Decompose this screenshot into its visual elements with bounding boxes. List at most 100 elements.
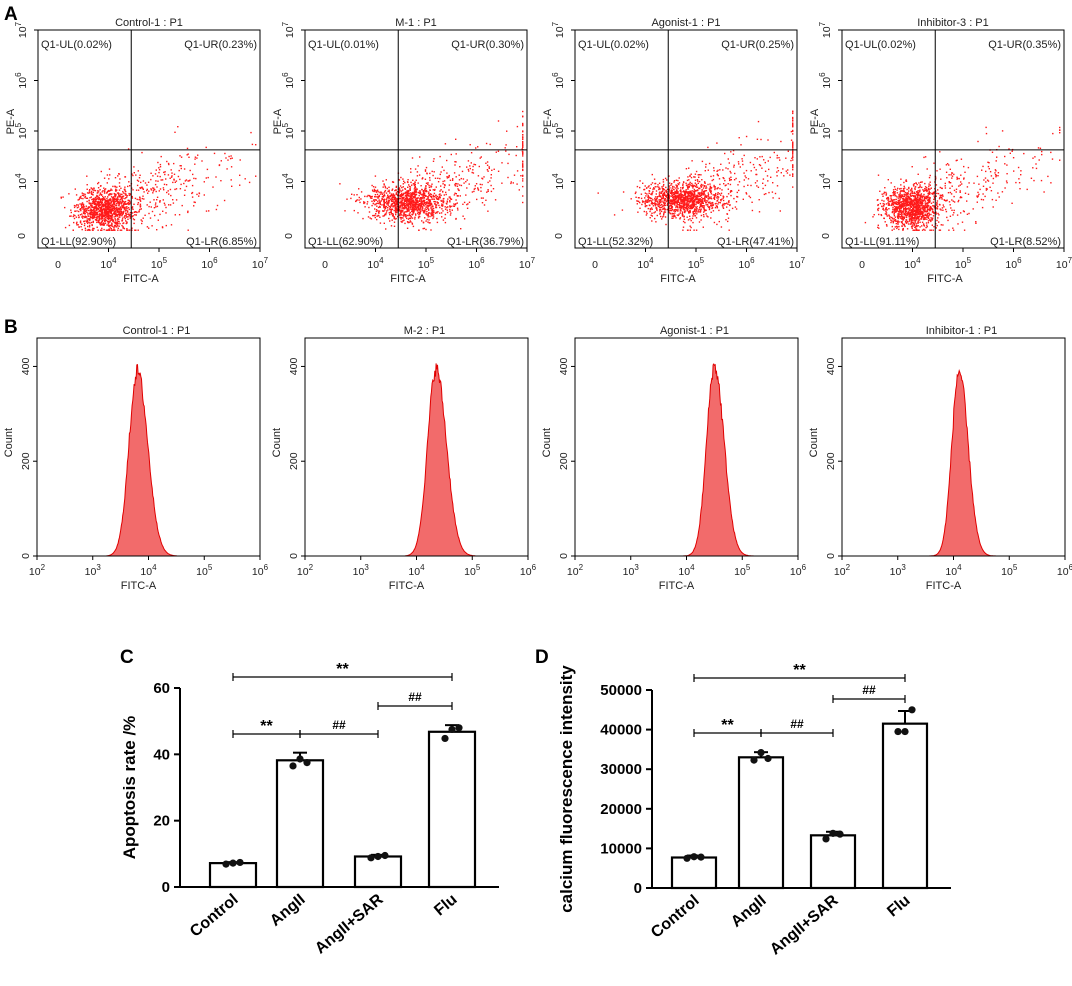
scatter-point (792, 155, 794, 157)
scatter-point (717, 169, 719, 172)
scatter-point (128, 202, 130, 204)
scatter-point (647, 196, 649, 198)
scatter-point (951, 177, 953, 179)
scatter-point (137, 229, 139, 231)
scatter-point (86, 184, 88, 186)
scatter-point (778, 197, 780, 200)
scatter-point (470, 152, 473, 154)
scatter-point (981, 169, 983, 171)
scatter-point (224, 152, 226, 155)
scatter-point (408, 221, 410, 224)
scatter-point (477, 187, 479, 189)
scatter-point (698, 200, 700, 202)
scatter-point (687, 191, 690, 193)
scatter-point (674, 215, 676, 217)
scatter-point (674, 192, 676, 194)
scatter-point (941, 196, 943, 199)
scatter-point (792, 116, 794, 119)
scatter-point (678, 195, 680, 197)
scatter-point (378, 211, 380, 214)
scatter-point (454, 184, 456, 186)
scatter-point (133, 203, 135, 205)
scatter-point (396, 205, 399, 208)
scatter-point (452, 178, 454, 180)
scatter-point (721, 189, 723, 191)
scatter-point (749, 196, 752, 199)
scatter-point (142, 187, 144, 190)
scatter-point (150, 188, 152, 190)
scatter-point (420, 203, 422, 205)
scatter-point (726, 202, 728, 204)
scatter-point (105, 203, 107, 205)
scatter-point (636, 200, 638, 202)
scatter-point (659, 212, 661, 214)
scatter-point (138, 198, 140, 201)
scatter-point (708, 196, 710, 198)
scatter-point (924, 200, 927, 202)
scatter-point (122, 227, 124, 229)
scatter-point (139, 205, 141, 207)
scatter-point (705, 209, 707, 211)
scatter-point (485, 162, 487, 164)
scatter-point (699, 204, 702, 206)
scatter-point (406, 217, 408, 220)
scatter-point (93, 227, 95, 230)
scatter-point (113, 228, 115, 230)
scatter-point (638, 197, 640, 199)
scatter-point (93, 208, 95, 210)
scatter-point (164, 171, 166, 173)
scatter-point (693, 176, 695, 178)
scatter-point (167, 174, 170, 176)
scatter-point (80, 205, 83, 207)
scatter-point (339, 183, 341, 185)
scatter-point (416, 199, 418, 201)
scatter-point (121, 200, 123, 203)
scatter-point (405, 203, 407, 205)
scatter-point (908, 220, 911, 222)
scatter-point (81, 206, 83, 208)
scatter-point (649, 197, 652, 200)
scatter-point (92, 200, 95, 202)
scatter-point (717, 193, 719, 195)
scatter-point (457, 188, 459, 190)
scatter-point (702, 206, 704, 209)
scatter-point (763, 159, 765, 161)
scatter-point (110, 211, 113, 213)
scatter-point (716, 195, 718, 198)
scatter-point (413, 184, 416, 186)
scatter-point (518, 189, 520, 191)
scatter-point (669, 209, 671, 212)
scatter-point (671, 189, 673, 191)
scatter-point (400, 220, 402, 223)
scatter-point (687, 208, 689, 211)
scatter-point (187, 229, 189, 231)
scatter-point (889, 217, 891, 220)
scatter-point (656, 198, 658, 200)
scatter-point (903, 193, 905, 196)
scatter-point (422, 222, 425, 224)
scatter-point (77, 204, 79, 206)
scatter-point (728, 162, 730, 164)
scatter-point (414, 184, 416, 186)
scatter-point (86, 192, 89, 194)
scatter-point (669, 202, 671, 205)
scatter-point (915, 197, 917, 199)
scatter-point (687, 200, 689, 202)
scatter-point (104, 214, 106, 216)
scatter-point (695, 186, 698, 188)
scatter-point (179, 165, 181, 167)
scatter-point (663, 201, 665, 203)
scatter-point (649, 208, 651, 210)
scatter-point (183, 194, 186, 196)
scatter-point (153, 187, 155, 189)
scatter-point (1004, 155, 1006, 158)
scatter-point (152, 192, 154, 194)
scatter-point (87, 212, 89, 215)
scatter-point (108, 193, 111, 195)
scatter-point (698, 174, 701, 176)
scatter-point (664, 199, 666, 201)
scatter-point (668, 201, 671, 204)
scatter-point (467, 168, 469, 171)
scatter-point (922, 202, 924, 205)
scatter-point (417, 165, 419, 167)
